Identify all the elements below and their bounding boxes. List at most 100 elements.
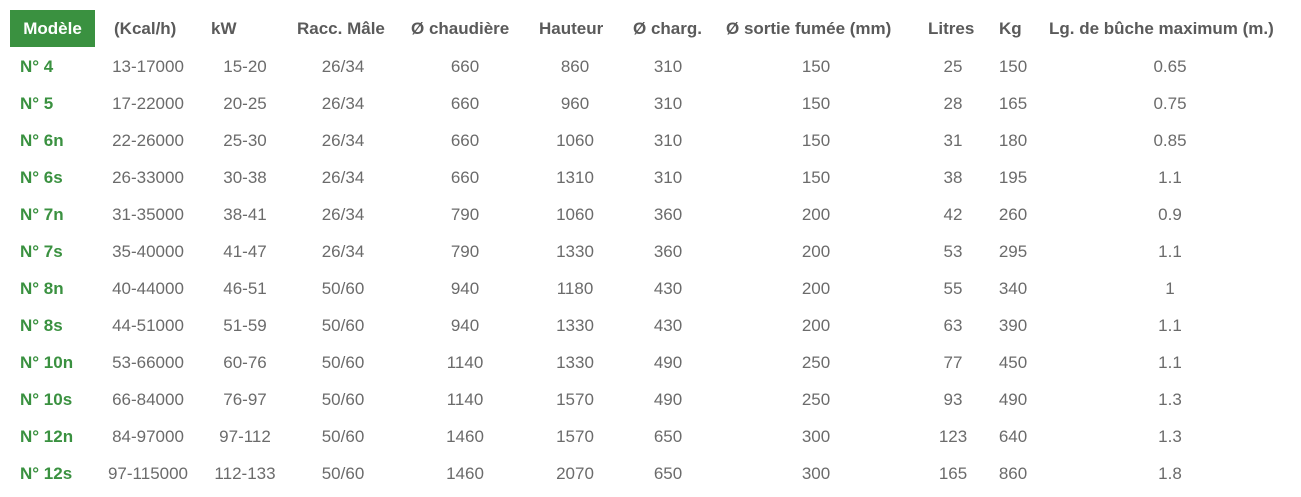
header-diam-chaudiere: Ø chaudière bbox=[411, 19, 510, 38]
cell-litres: 53 bbox=[943, 242, 963, 261]
table-row: N° 5 17-22000 20-25 26/34 660 960 310 150 28 165 0… bbox=[0, 85, 1301, 122]
cell-kcal: 44-51000 bbox=[112, 316, 184, 335]
cell-kg: 180 bbox=[998, 131, 1028, 150]
cell-diam-chaudiere: 660 bbox=[450, 168, 480, 187]
cell-kcal: 84-97000 bbox=[112, 427, 184, 446]
cell-racc-male: 26/34 bbox=[321, 94, 365, 113]
cell-kg: 450 bbox=[998, 353, 1028, 372]
cell-diam-charg: 650 bbox=[653, 464, 683, 483]
cell-lg-buche-max: 0.65 bbox=[1153, 57, 1187, 76]
cell-kcal: 26-33000 bbox=[112, 168, 184, 187]
cell-kcal: 66-84000 bbox=[112, 390, 184, 409]
cell-diam-chaudiere: 660 bbox=[450, 57, 480, 76]
cell-kcal: 97-115000 bbox=[107, 464, 189, 483]
cell-hauteur: 1060 bbox=[556, 131, 594, 150]
cell-diam-charg: 360 bbox=[653, 205, 683, 224]
cell-litres: 93 bbox=[943, 390, 963, 409]
cell-kw: 20-25 bbox=[223, 94, 267, 113]
cell-kcal: 31-35000 bbox=[112, 205, 184, 224]
header-diam-sortie-fumee: Ø sortie fumée (mm) bbox=[726, 19, 892, 38]
cell-diam-chaudiere: 790 bbox=[450, 242, 480, 261]
cell-racc-male: 50/60 bbox=[321, 427, 365, 446]
cell-kcal: 35-40000 bbox=[112, 242, 184, 261]
cell-diam-chaudiere: 660 bbox=[450, 131, 480, 150]
cell-diam-chaudiere: 940 bbox=[450, 316, 480, 335]
cell-litres: 42 bbox=[943, 205, 963, 224]
header-lg-buche-max: Lg. de bûche maximum (m.) bbox=[1049, 19, 1274, 38]
cell-kw: 25-30 bbox=[223, 131, 267, 150]
cell-diam-chaudiere: 1460 bbox=[446, 427, 484, 446]
cell-kw: 51-59 bbox=[223, 316, 267, 335]
table-row: N° 10n 53-66000 60-76 50/60 1140 1330 490 250 77… bbox=[0, 344, 1301, 381]
cell-kg: 640 bbox=[998, 427, 1028, 446]
cell-kg: 490 bbox=[998, 390, 1028, 409]
cell-diam-chaudiere: 940 bbox=[450, 279, 480, 298]
cell-kg: 150 bbox=[998, 57, 1028, 76]
cell-kw: 76-97 bbox=[223, 390, 267, 409]
cell-racc-male: 26/34 bbox=[321, 205, 365, 224]
table-row: N° 7n 31-35000 38-41 26/34 790 1060 360 200 42 26… bbox=[0, 196, 1301, 233]
cell-model: N° 12s bbox=[20, 464, 73, 483]
cell-hauteur: 960 bbox=[560, 94, 590, 113]
cell-hauteur: 2070 bbox=[556, 464, 594, 483]
cell-kg: 390 bbox=[998, 316, 1028, 335]
cell-lg-buche-max: 1.1 bbox=[1158, 242, 1182, 261]
cell-kcal: 53-66000 bbox=[112, 353, 184, 372]
cell-hauteur: 1060 bbox=[556, 205, 594, 224]
cell-racc-male: 26/34 bbox=[321, 168, 365, 187]
header-hauteur: Hauteur bbox=[539, 19, 604, 38]
cell-hauteur: 1570 bbox=[556, 427, 594, 446]
cell-diam-charg: 430 bbox=[653, 316, 683, 335]
cell-kw: 60-76 bbox=[223, 353, 267, 372]
header-diam-charg: Ø charg. bbox=[633, 19, 702, 38]
cell-model: N° 7s bbox=[20, 242, 63, 261]
cell-diam-sortie-fumee: 200 bbox=[801, 242, 831, 261]
header-litres: Litres bbox=[928, 19, 975, 38]
cell-kg: 295 bbox=[998, 242, 1028, 261]
cell-lg-buche-max: 1.1 bbox=[1158, 353, 1182, 372]
cell-kw: 97-112 bbox=[219, 427, 271, 446]
cell-kg: 860 bbox=[998, 464, 1028, 483]
cell-diam-sortie-fumee: 200 bbox=[801, 316, 831, 335]
cell-racc-male: 50/60 bbox=[321, 464, 365, 483]
cell-diam-charg: 430 bbox=[653, 279, 683, 298]
cell-model: N° 8s bbox=[20, 316, 63, 335]
cell-lg-buche-max: 1.3 bbox=[1158, 390, 1182, 409]
header-model: Modèle bbox=[10, 10, 95, 47]
cell-diam-charg: 650 bbox=[653, 427, 683, 446]
header-kw: kW bbox=[211, 19, 237, 38]
cell-lg-buche-max: 0.85 bbox=[1153, 131, 1187, 150]
table-row: N° 8s 44-51000 51-59 50/60 940 1330 430 200 63 39… bbox=[0, 307, 1301, 344]
header-racc-male: Racc. Mâle bbox=[297, 19, 385, 38]
cell-kcal: 22-26000 bbox=[112, 131, 184, 150]
cell-kcal: 13-17000 bbox=[112, 57, 184, 76]
cell-racc-male: 50/60 bbox=[321, 390, 365, 409]
cell-kw: 41-47 bbox=[223, 242, 267, 261]
cell-model: N° 4 bbox=[20, 57, 54, 76]
cell-lg-buche-max: 1.1 bbox=[1158, 316, 1182, 335]
cell-kg: 165 bbox=[998, 94, 1028, 113]
cell-hauteur: 1310 bbox=[556, 168, 594, 187]
cell-model: N° 10n bbox=[20, 353, 74, 372]
cell-diam-chaudiere: 1140 bbox=[446, 390, 484, 409]
cell-diam-sortie-fumee: 200 bbox=[801, 205, 831, 224]
cell-model: N° 5 bbox=[20, 94, 54, 113]
table-row: N° 6n 22-26000 25-30 26/34 660 1060 310 150 31 18… bbox=[0, 122, 1301, 159]
cell-lg-buche-max: 1.8 bbox=[1158, 464, 1182, 483]
cell-hauteur: 1180 bbox=[556, 279, 594, 298]
cell-model: N° 6s bbox=[20, 168, 63, 187]
cell-diam-sortie-fumee: 200 bbox=[801, 279, 831, 298]
cell-diam-charg: 310 bbox=[653, 57, 683, 76]
table-row: N° 12n 84-97000 97-112 50/60 1460 1570 650 300 1… bbox=[0, 418, 1301, 455]
cell-litres: 38 bbox=[943, 168, 963, 187]
cell-diam-chaudiere: 660 bbox=[450, 94, 480, 113]
cell-diam-chaudiere: 1140 bbox=[446, 353, 484, 372]
cell-hauteur: 1570 bbox=[556, 390, 594, 409]
cell-litres: 55 bbox=[943, 279, 963, 298]
cell-diam-sortie-fumee: 300 bbox=[801, 464, 831, 483]
cell-diam-sortie-fumee: 150 bbox=[801, 94, 831, 113]
cell-diam-sortie-fumee: 150 bbox=[801, 57, 831, 76]
table-row: N° 10s 66-84000 76-97 50/60 1140 1570 490 250 93… bbox=[0, 381, 1301, 418]
cell-diam-charg: 360 bbox=[653, 242, 683, 261]
cell-kw: 38-41 bbox=[223, 205, 267, 224]
